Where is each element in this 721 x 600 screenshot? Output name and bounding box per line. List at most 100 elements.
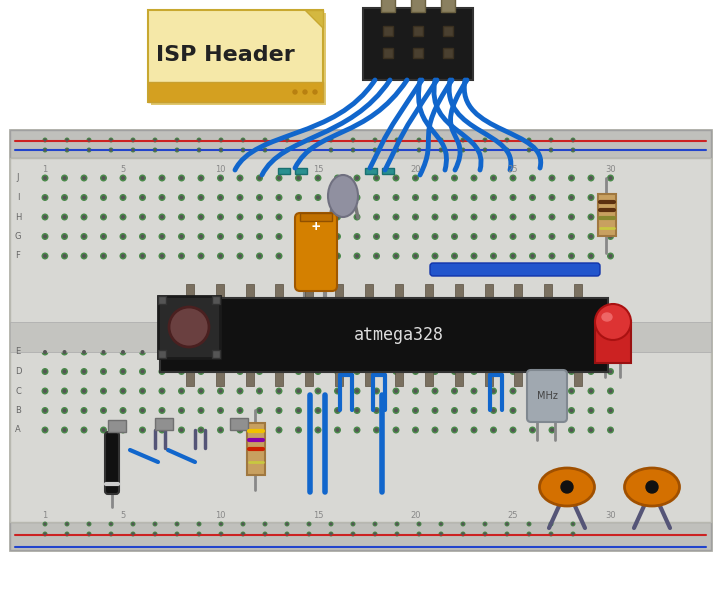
Bar: [413, 48, 423, 58]
Circle shape: [42, 349, 48, 355]
Text: 15: 15: [313, 166, 323, 175]
Circle shape: [588, 175, 595, 181]
Circle shape: [549, 139, 552, 142]
Circle shape: [199, 370, 203, 373]
Circle shape: [531, 215, 534, 219]
Circle shape: [394, 532, 399, 536]
Circle shape: [275, 388, 283, 395]
Text: A: A: [15, 425, 21, 434]
Circle shape: [120, 194, 126, 201]
Circle shape: [236, 253, 244, 259]
Circle shape: [296, 215, 301, 219]
Circle shape: [511, 215, 515, 219]
Circle shape: [42, 175, 48, 181]
Circle shape: [198, 533, 200, 535]
Circle shape: [353, 175, 360, 181]
Circle shape: [549, 368, 555, 375]
Circle shape: [81, 427, 87, 433]
Circle shape: [82, 254, 86, 258]
Circle shape: [510, 194, 516, 201]
Circle shape: [451, 427, 458, 433]
Circle shape: [236, 368, 244, 375]
Bar: [335, 284, 343, 300]
Text: E: E: [15, 347, 21, 356]
Circle shape: [131, 523, 135, 526]
Circle shape: [61, 253, 68, 259]
Circle shape: [490, 388, 497, 395]
Circle shape: [295, 175, 302, 181]
Circle shape: [373, 233, 380, 240]
Circle shape: [589, 196, 593, 199]
Circle shape: [120, 427, 126, 433]
Circle shape: [306, 521, 311, 527]
Circle shape: [82, 350, 86, 354]
Bar: [443, 26, 453, 36]
Circle shape: [108, 521, 113, 527]
Circle shape: [242, 533, 244, 535]
Circle shape: [120, 214, 126, 220]
Circle shape: [218, 532, 224, 536]
Circle shape: [121, 409, 125, 413]
Circle shape: [438, 521, 443, 527]
Circle shape: [236, 349, 244, 355]
Circle shape: [589, 176, 593, 180]
Circle shape: [588, 349, 595, 355]
Circle shape: [471, 253, 477, 259]
Circle shape: [531, 370, 534, 373]
Circle shape: [314, 368, 322, 375]
Circle shape: [42, 233, 48, 240]
Circle shape: [433, 428, 437, 432]
Circle shape: [335, 428, 340, 432]
Circle shape: [438, 148, 443, 152]
Circle shape: [510, 349, 516, 355]
Circle shape: [286, 533, 288, 535]
Circle shape: [482, 137, 487, 142]
Circle shape: [549, 427, 555, 433]
Circle shape: [472, 196, 476, 199]
Circle shape: [433, 389, 437, 393]
Circle shape: [531, 350, 534, 354]
Circle shape: [510, 368, 516, 375]
Circle shape: [197, 532, 201, 536]
Text: 25: 25: [508, 511, 518, 520]
Circle shape: [412, 194, 419, 201]
Circle shape: [256, 214, 263, 220]
Circle shape: [572, 523, 575, 526]
Circle shape: [589, 235, 593, 238]
Circle shape: [314, 253, 322, 259]
Circle shape: [43, 176, 47, 180]
Circle shape: [257, 176, 262, 180]
Circle shape: [570, 370, 573, 373]
Circle shape: [154, 533, 156, 535]
Circle shape: [461, 523, 464, 526]
Circle shape: [314, 388, 322, 395]
Circle shape: [329, 532, 334, 536]
Circle shape: [238, 370, 242, 373]
Circle shape: [531, 176, 534, 180]
Circle shape: [607, 194, 614, 201]
Circle shape: [121, 389, 125, 393]
Circle shape: [568, 194, 575, 201]
Circle shape: [589, 215, 593, 219]
Bar: [363, 8, 473, 80]
Circle shape: [412, 253, 419, 259]
Circle shape: [550, 370, 554, 373]
Circle shape: [277, 350, 281, 354]
Circle shape: [355, 176, 359, 180]
Text: MHz: MHz: [536, 391, 557, 401]
Circle shape: [159, 233, 166, 240]
Circle shape: [43, 137, 48, 142]
Circle shape: [110, 523, 112, 526]
Circle shape: [139, 349, 146, 355]
Text: 30: 30: [605, 511, 616, 520]
Circle shape: [316, 409, 320, 413]
Text: G: G: [14, 232, 21, 241]
Circle shape: [568, 349, 575, 355]
Circle shape: [178, 233, 185, 240]
Circle shape: [588, 368, 595, 375]
Bar: [151, 13, 326, 105]
Circle shape: [43, 215, 47, 219]
Circle shape: [180, 235, 184, 238]
Circle shape: [303, 90, 307, 94]
Circle shape: [43, 389, 47, 393]
